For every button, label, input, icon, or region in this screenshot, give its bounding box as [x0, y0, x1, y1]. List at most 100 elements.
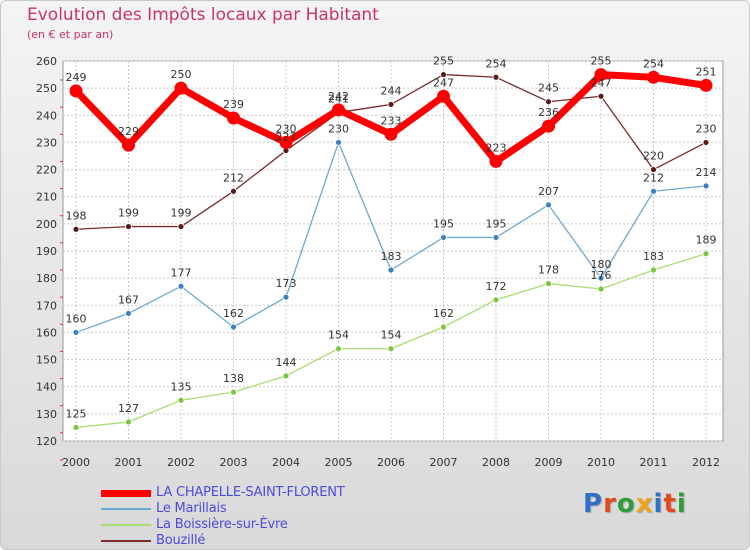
data-point: [332, 103, 345, 117]
y-tick-label: 160: [36, 326, 57, 339]
logo-letter: P: [583, 489, 604, 519]
line-chart: 120 130 140 150 160 170 180 190 200 210 220 230 240 2…: [36, 55, 724, 469]
x-tick-label: 2004: [272, 456, 300, 469]
data-point: [125, 223, 132, 230]
data-label: 229: [118, 125, 139, 138]
y-tick-label: 240: [36, 109, 57, 122]
data-label: 173: [276, 277, 297, 290]
y-tick-label: 170: [36, 299, 57, 312]
x-tick-label: 2009: [535, 456, 563, 469]
data-label: 167: [118, 293, 139, 306]
x-tick-label: 2001: [115, 456, 143, 469]
logo-letter: r: [603, 489, 617, 519]
data-label: 160: [66, 312, 87, 325]
data-point: [440, 234, 447, 241]
y-tick-label: 260: [36, 55, 57, 68]
data-point: [384, 127, 398, 141]
x-tick-label: 2007: [430, 456, 458, 469]
x-tick-label: 2012: [692, 456, 720, 469]
y-tick-label: 150: [36, 354, 57, 367]
data-point: [230, 323, 237, 331]
data-label: 247: [433, 76, 454, 89]
data-label: 162: [433, 307, 454, 320]
data-point: [440, 323, 447, 331]
data-label: 189: [696, 234, 717, 247]
data-label: 254: [643, 57, 664, 70]
data-label: 176: [591, 269, 612, 282]
logo-letter: t: [663, 489, 677, 519]
data-point: [69, 84, 83, 98]
data-point: [125, 418, 132, 426]
data-label: 214: [696, 166, 717, 179]
data-point: [542, 119, 555, 133]
data-label: 254: [486, 57, 507, 70]
data-label: 180: [591, 258, 612, 271]
data-point: [492, 234, 500, 241]
data-label: 250: [171, 68, 192, 81]
data-point: [72, 329, 80, 336]
data-label: 233: [381, 114, 402, 127]
legend-label: Bouzillé: [156, 533, 206, 548]
y-tick-label: 120: [36, 435, 57, 448]
logo-letter: i: [676, 489, 687, 519]
data-point: [699, 78, 713, 92]
data-point: [177, 282, 185, 290]
data-point: [702, 139, 710, 146]
legend-swatch: [101, 490, 151, 497]
data-label: 223: [486, 141, 507, 154]
data-point: [122, 138, 135, 152]
data-point: [72, 424, 80, 431]
data-label: 199: [171, 207, 192, 220]
legend-swatch: [101, 540, 151, 542]
data-label: 255: [591, 55, 612, 68]
data-label: 212: [643, 171, 664, 184]
data-label: 251: [696, 65, 717, 78]
legend-label: LA CHAPELLE-SAINT-FLORENT: [156, 485, 345, 500]
data-label: 162: [223, 307, 244, 320]
data-label: 230: [328, 122, 349, 135]
data-point: [597, 92, 605, 100]
x-tick-label: 2005: [325, 456, 353, 469]
data-label: 195: [433, 217, 454, 230]
data-label: 255: [433, 55, 454, 68]
data-point: [437, 89, 450, 103]
x-tick-label: 2010: [587, 456, 615, 469]
data-point: [72, 225, 80, 233]
data-point: [227, 111, 240, 125]
data-point: [279, 135, 293, 149]
data-point: [387, 345, 395, 353]
data-point: [702, 250, 710, 258]
data-label: 230: [696, 122, 717, 135]
data-point: [282, 372, 290, 380]
data-label: 154: [328, 329, 349, 342]
data-label: 127: [118, 402, 139, 415]
data-point: [545, 98, 552, 106]
data-label: 172: [486, 280, 507, 293]
data-point: [492, 296, 500, 304]
legend-label: Le Marillais: [156, 501, 227, 516]
data-label: 183: [643, 250, 664, 263]
chart-title: Evolution des Impôts locaux par Habitant: [27, 5, 379, 25]
data-point: [387, 266, 395, 274]
data-label: 244: [381, 84, 402, 97]
data-point: [597, 285, 605, 293]
y-tick-label: 230: [36, 136, 57, 149]
data-point: [702, 182, 710, 190]
data-point: [650, 266, 657, 274]
legend-swatch: [101, 524, 151, 526]
data-label: 247: [591, 76, 612, 89]
data-point: [174, 81, 188, 95]
data-label: 230: [276, 122, 297, 135]
data-point: [335, 139, 342, 146]
data-point: [492, 73, 500, 81]
data-label: 239: [223, 98, 244, 111]
data-label: 236: [538, 106, 559, 119]
data-point: [545, 201, 552, 209]
y-tick-label: 190: [36, 245, 57, 258]
x-tick-label: 2011: [640, 456, 668, 469]
data-point: [177, 223, 185, 230]
chart-subtitle: (en € et par an): [27, 28, 114, 41]
data-label: 220: [643, 150, 664, 163]
data-label: 242: [328, 90, 349, 103]
